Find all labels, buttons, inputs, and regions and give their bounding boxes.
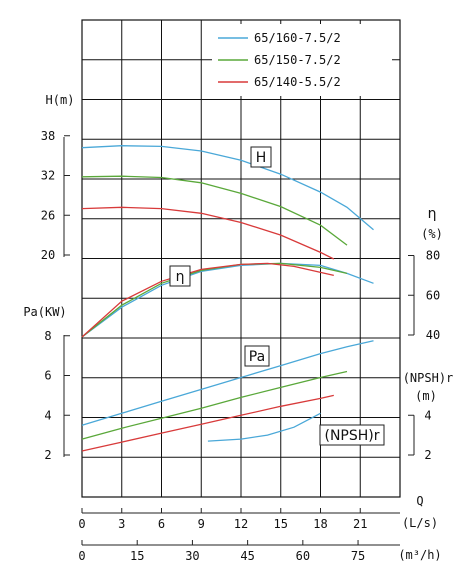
head-curve <box>81 175 348 246</box>
head-curve-label-box <box>250 146 272 168</box>
legend-entry: 65/140-5.5/2 <box>254 75 341 89</box>
power-tick-label: 4 <box>44 408 51 422</box>
lps-tick-label: 0 <box>78 517 85 531</box>
npsh-axis-unit: (m) <box>415 389 437 403</box>
npsh-curve-label: (NPSH)r <box>324 428 379 444</box>
curves: Hη Pa (NPSH)r <box>81 145 385 452</box>
m3h-tick-label: 75 <box>351 549 365 563</box>
npsh-curve-label-box <box>319 424 385 446</box>
lps-unit-label: (L/s) <box>402 516 438 530</box>
power-tick-label: 8 <box>44 329 51 343</box>
m3h-tick-label: 45 <box>240 549 254 563</box>
lps-tick-label: 6 <box>158 517 165 531</box>
head-curve <box>81 145 374 231</box>
eff-tick-label: 80 <box>426 249 440 263</box>
efficiency-curve <box>81 262 374 338</box>
eff-curve-label: η <box>176 269 185 285</box>
npsh-tick-label: 4 <box>424 408 431 422</box>
npsh-tick-label: 2 <box>424 448 431 462</box>
eff-curve-label-box <box>169 265 191 287</box>
m3h-tick-label: 0 <box>78 549 85 563</box>
eff-tick-label: 60 <box>426 288 440 302</box>
lps-tick-label: 9 <box>198 517 205 531</box>
axes: H(m)38322620Pa(KW)8642η(%)806040(NPSH)r(… <box>23 93 453 563</box>
head-curve <box>81 206 335 260</box>
x-axis-q-label: Q <box>416 494 423 508</box>
legend-entry: 65/150-7.5/2 <box>254 53 341 67</box>
head-curve-label: H <box>256 150 267 166</box>
eff-axis-symbol: η <box>428 206 437 222</box>
m3h-tick-label: 30 <box>185 549 199 563</box>
eff-tick-label: 40 <box>426 328 440 342</box>
npsh-curve <box>207 412 321 442</box>
m3h-tick-label: 15 <box>130 549 144 563</box>
power-tick-label: 6 <box>44 369 51 383</box>
legend: 65/160-7.5/2 65/150-7.5/2 65/140-5.5/2 <box>212 24 392 96</box>
lps-tick-label: 21 <box>353 517 367 531</box>
head-axis-label: H(m) <box>46 93 75 107</box>
npsh-axis-label: (NPSH)r <box>403 371 454 385</box>
power-curve <box>81 370 348 440</box>
m3h-unit-label: (m³/h) <box>398 548 441 562</box>
m3h-tick-label: 60 <box>296 549 310 563</box>
head-tick-label: 38 <box>41 129 55 143</box>
power-curve <box>81 340 374 426</box>
legend-entry: 65/160-7.5/2 <box>254 31 341 45</box>
lps-tick-label: 18 <box>313 517 327 531</box>
power-axis-label: Pa(KW) <box>23 305 66 319</box>
power-tick-label: 2 <box>44 448 51 462</box>
power-curve-label: Pa <box>249 349 265 365</box>
grid <box>81 19 401 498</box>
lps-tick-label: 12 <box>234 517 248 531</box>
efficiency-curve <box>81 262 334 338</box>
head-tick-label: 26 <box>41 208 55 222</box>
power-curve-label-box <box>244 345 270 367</box>
lps-tick-label: 3 <box>118 517 125 531</box>
head-tick-label: 20 <box>41 248 55 262</box>
lps-tick-label: 15 <box>274 517 288 531</box>
power-curve <box>81 394 334 452</box>
eff-axis-unit: (%) <box>421 227 443 241</box>
head-tick-label: 32 <box>41 169 55 183</box>
